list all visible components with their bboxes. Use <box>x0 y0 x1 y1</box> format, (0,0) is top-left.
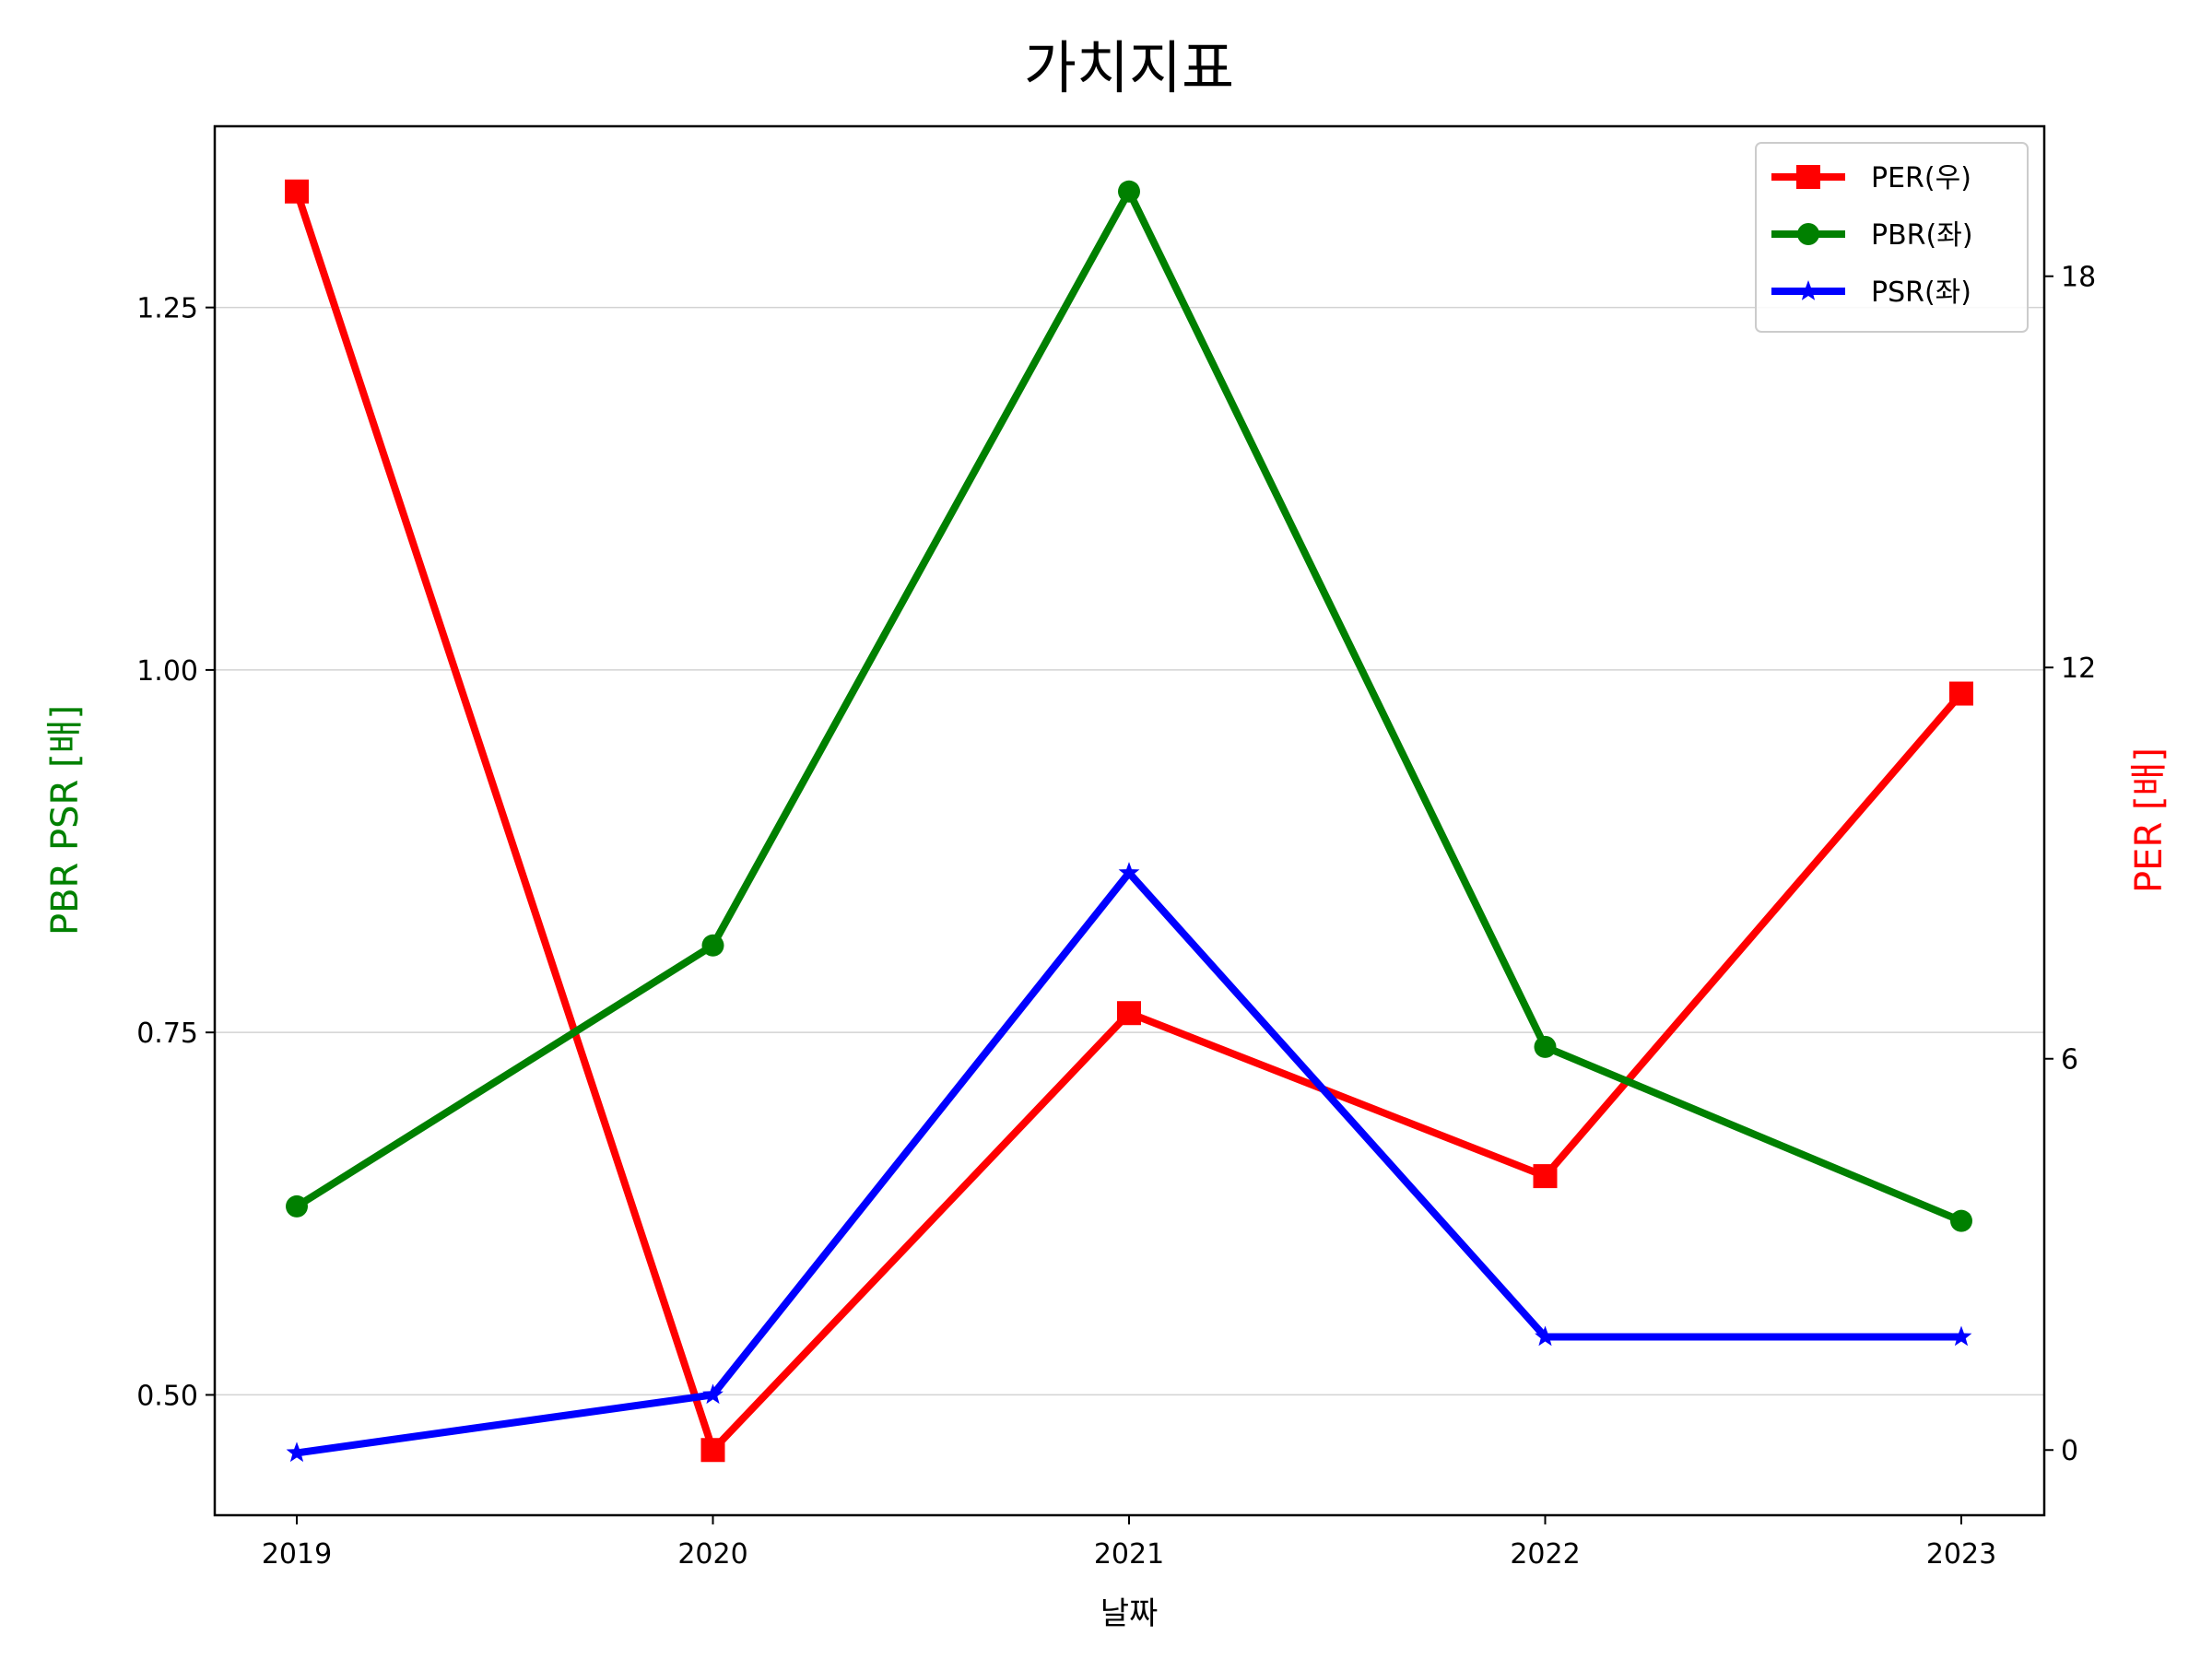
data-point <box>1950 1209 1972 1232</box>
data-point <box>700 1438 725 1463</box>
x-axis-label: 날짜 <box>1100 1595 1159 1632</box>
y-axis-right: 0 6 12 18 <box>2044 262 2096 1467</box>
data-point <box>285 179 309 204</box>
series-1 <box>286 180 1972 1232</box>
y-axis-left: 0.50 0.75 1.00 1.25 <box>136 293 215 1412</box>
data-point <box>1117 1001 1141 1026</box>
data-point <box>1796 165 1820 189</box>
x-tick-label: 2020 <box>677 1538 747 1571</box>
legend-label: PBR(좌) <box>1871 219 1973 252</box>
series-line <box>293 190 1965 1457</box>
legend-label: PSR(좌) <box>1871 276 1971 309</box>
data-point <box>286 1194 308 1218</box>
data-point <box>286 1441 308 1463</box>
data-point <box>1797 280 1819 300</box>
series-0 <box>285 179 1973 1463</box>
data-point <box>1533 1164 1558 1189</box>
data-point <box>1118 862 1140 882</box>
y-left-tick-label: 1.00 <box>136 655 198 688</box>
series-layer <box>285 179 1973 1463</box>
data-point <box>1534 1035 1557 1058</box>
legend: PER(우) PBR(좌) PSR(좌) <box>1755 142 2029 333</box>
y-right-tick-label: 6 <box>2061 1044 2078 1077</box>
y-left-tick-label: 0.50 <box>136 1380 198 1412</box>
y-right-tick-label: 0 <box>2061 1435 2078 1467</box>
y-left-tick-label: 0.75 <box>136 1018 198 1050</box>
series-2 <box>286 862 1972 1463</box>
y-axis-left-label: PBR PSR [배] <box>44 705 87 935</box>
data-point <box>1118 180 1140 203</box>
grid-lines <box>215 306 2044 1396</box>
data-point <box>1950 1325 1972 1347</box>
y-left-tick-label: 1.25 <box>136 293 198 325</box>
data-point <box>702 1383 724 1405</box>
plot-frame <box>213 124 2046 1517</box>
legend-item: PSR(좌) <box>1771 276 1971 309</box>
x-tick-label: 2019 <box>262 1538 332 1571</box>
legend-box <box>1755 142 2029 333</box>
data-point <box>1797 223 1819 245</box>
legend-label: PER(우) <box>1871 162 1971 194</box>
y-right-tick-label: 12 <box>2061 653 2096 685</box>
series-line <box>296 866 1961 1457</box>
chart-title: 가치지표 <box>1024 34 1234 101</box>
data-point <box>701 934 724 957</box>
legend-item: PBR(좌) <box>1771 219 1973 252</box>
x-tick-label: 2023 <box>1926 1538 1996 1571</box>
x-tick-label: 2021 <box>1094 1538 1164 1571</box>
x-axis: 2019 2020 2021 2022 2023 <box>262 1515 1996 1571</box>
data-point <box>1535 1325 1556 1347</box>
legend-item: PER(우) <box>1771 162 1971 194</box>
series-line <box>294 183 1963 1225</box>
x-tick-label: 2022 <box>1510 1538 1580 1571</box>
y-axis-right-label: PER [배] <box>2128 747 2171 893</box>
y-right-tick-label: 18 <box>2061 262 2096 294</box>
data-point <box>1949 681 1973 706</box>
